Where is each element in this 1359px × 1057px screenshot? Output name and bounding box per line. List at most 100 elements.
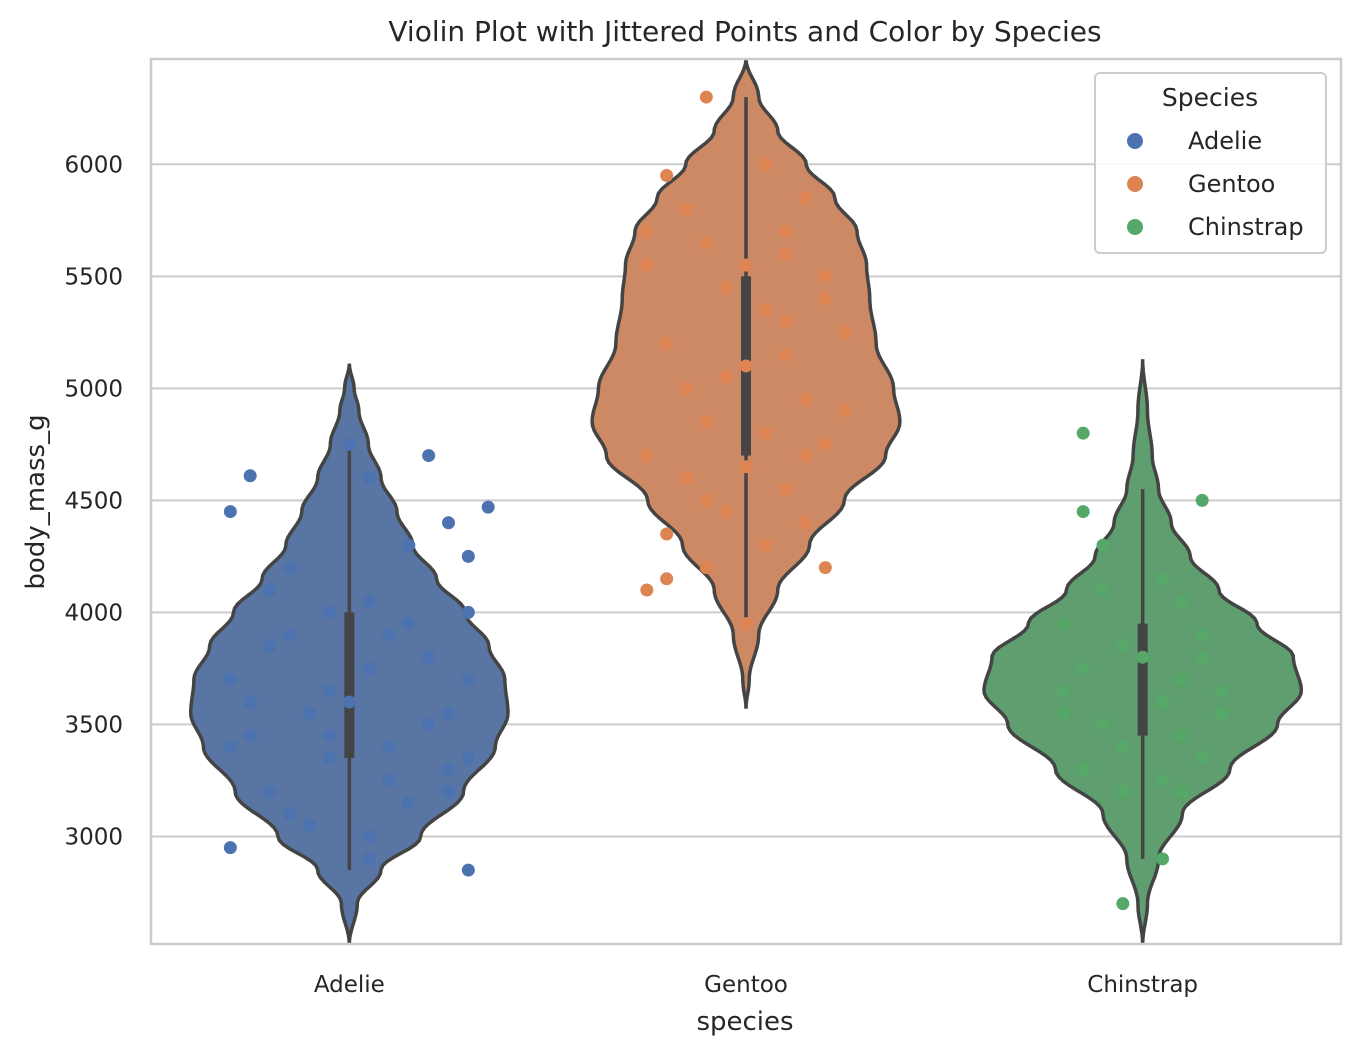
point-adelie-9 xyxy=(382,628,396,642)
y-axis-label: body_mass_g xyxy=(21,414,51,589)
point-adelie-13 xyxy=(461,673,475,687)
point-adelie-22 xyxy=(402,796,416,810)
point-chinstrap-2 xyxy=(1076,505,1090,519)
point-chinstrap-4 xyxy=(1156,572,1169,586)
point-adelie-5 xyxy=(283,561,297,575)
point-adelie-41 xyxy=(263,583,277,597)
y-tick-label-6000: 6000 xyxy=(64,152,123,178)
legend-marker-adelie xyxy=(1127,133,1143,149)
point-chinstrap-5 xyxy=(1175,594,1189,608)
point-adelie-43 xyxy=(223,740,237,754)
point-adelie-20 xyxy=(442,762,455,776)
legend-title: Species xyxy=(1162,83,1258,112)
point-gentoo-29 xyxy=(640,583,654,597)
point-adelie-39 xyxy=(342,437,356,451)
point-adelie-2 xyxy=(223,505,237,519)
point-adelie-37 xyxy=(283,807,297,821)
plot-frame xyxy=(149,57,1343,946)
y-tick-label-4000: 4000 xyxy=(64,600,123,626)
point-adelie-11 xyxy=(362,661,376,675)
point-gentoo-39 xyxy=(699,493,713,507)
point-gentoo-4 xyxy=(680,202,693,216)
y-tick-label-5000: 5000 xyxy=(64,376,123,402)
iqr-box-chinstrap xyxy=(1137,623,1148,736)
legend-marker-chinstrap xyxy=(1127,219,1143,235)
point-adelie-25 xyxy=(223,841,237,855)
point-adelie-32 xyxy=(402,617,416,631)
point-chinstrap-21 xyxy=(1116,785,1130,799)
x-tick-label-adelie: Adelie xyxy=(314,972,385,998)
point-gentoo-23 xyxy=(799,516,812,530)
point-chinstrap-19 xyxy=(1076,762,1090,776)
jitter-points xyxy=(223,90,1229,911)
point-adelie-17 xyxy=(243,729,257,743)
point-chinstrap-12 xyxy=(1056,684,1070,698)
point-adelie-35 xyxy=(323,729,336,743)
legend-marker-gentoo xyxy=(1127,176,1143,192)
point-gentoo-5 xyxy=(779,225,793,239)
point-gentoo-18 xyxy=(818,437,832,451)
point-gentoo-6 xyxy=(640,258,654,272)
legend-label-gentoo: Gentoo xyxy=(1188,170,1275,198)
point-chinstrap-0 xyxy=(1076,426,1090,440)
point-chinstrap-28 xyxy=(1175,785,1189,799)
point-adelie-18 xyxy=(382,740,396,754)
point-gentoo-35 xyxy=(719,370,733,384)
point-adelie-23 xyxy=(303,818,317,832)
point-gentoo-22 xyxy=(719,505,733,519)
point-adelie-19 xyxy=(323,751,336,765)
point-adelie-8 xyxy=(323,605,336,619)
x-axis-label: species xyxy=(696,1007,793,1037)
point-gentoo-19 xyxy=(739,460,753,474)
point-adelie-3 xyxy=(481,500,495,514)
point-gentoo-27 xyxy=(818,561,832,575)
legend-items: Adelie Gentoo Chinstrap xyxy=(1127,127,1304,241)
point-chinstrap-26 xyxy=(1215,684,1229,698)
y-tick-label-4500: 4500 xyxy=(64,488,123,514)
point-adelie-4 xyxy=(442,516,455,530)
point-gentoo-25 xyxy=(759,538,773,552)
point-chinstrap-6 xyxy=(1056,617,1070,631)
point-gentoo-13 xyxy=(680,381,693,395)
point-gentoo-28 xyxy=(660,572,674,586)
point-adelie-31 xyxy=(362,594,376,608)
point-adelie-34 xyxy=(442,706,455,720)
point-adelie-6 xyxy=(402,538,416,552)
point-adelie-10 xyxy=(263,639,277,653)
legend: Species Adelie Gentoo Chinstrap xyxy=(1094,72,1327,254)
y-tick-labels: 3000 3500 4000 4500 5000 5500 6000 xyxy=(64,152,123,850)
point-gentoo-12 xyxy=(739,359,753,373)
point-adelie-38 xyxy=(362,852,376,866)
point-gentoo-26 xyxy=(699,561,713,575)
point-gentoo-7 xyxy=(818,269,832,283)
point-adelie-40 xyxy=(362,471,376,485)
point-gentoo-2 xyxy=(759,157,773,171)
point-chinstrap-22 xyxy=(1156,852,1169,866)
point-adelie-0 xyxy=(243,469,257,483)
point-adelie-28 xyxy=(323,684,336,698)
point-chinstrap-23 xyxy=(1116,897,1130,911)
x-tick-label-chinstrap: Chinstrap xyxy=(1087,972,1198,998)
x-tick-label-gentoo: Gentoo xyxy=(704,972,788,998)
point-chinstrap-25 xyxy=(1096,583,1110,597)
point-chinstrap-10 xyxy=(1076,661,1090,675)
point-chinstrap-18 xyxy=(1195,751,1209,765)
point-adelie-29 xyxy=(422,650,436,664)
point-gentoo-16 xyxy=(759,426,773,440)
point-chinstrap-27 xyxy=(1056,706,1070,720)
legend-box xyxy=(1094,72,1327,254)
y-tick-label-5500: 5500 xyxy=(64,264,123,290)
point-adelie-24 xyxy=(362,829,376,843)
legend-label-chinstrap: Chinstrap xyxy=(1188,213,1304,241)
point-chinstrap-8 xyxy=(1116,639,1130,653)
point-adelie-36 xyxy=(382,773,396,787)
point-adelie-21 xyxy=(263,785,277,799)
point-adelie-16 xyxy=(422,717,436,731)
point-gentoo-14 xyxy=(799,393,812,407)
point-gentoo-41 xyxy=(739,258,753,272)
point-adelie-7 xyxy=(461,549,475,563)
point-gentoo-36 xyxy=(818,292,832,306)
point-adelie-44 xyxy=(461,751,475,765)
point-gentoo-0 xyxy=(699,90,713,104)
